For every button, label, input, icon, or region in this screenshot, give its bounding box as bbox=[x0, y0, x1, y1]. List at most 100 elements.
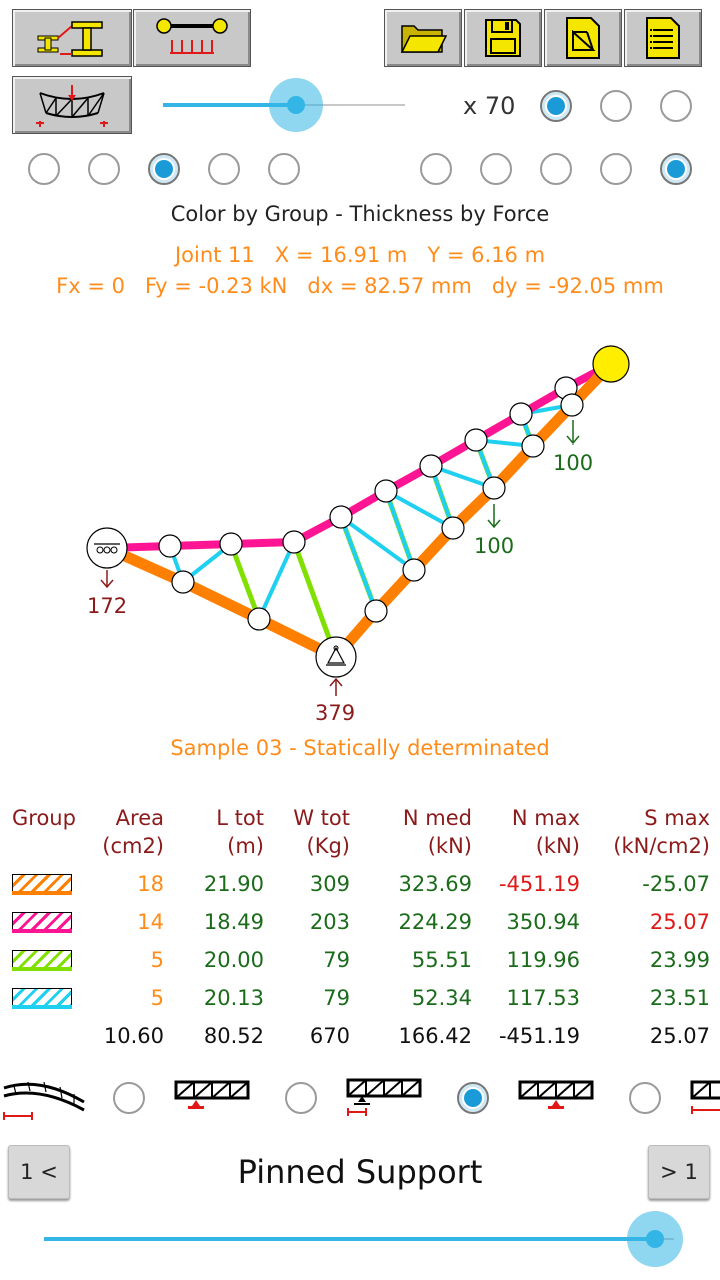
report-icon bbox=[646, 17, 680, 59]
support-selector[interactable] bbox=[0, 1070, 720, 1126]
load-label-2: 100 bbox=[474, 534, 515, 558]
cell-smax: 23.99 bbox=[649, 948, 710, 972]
scale-slider-fill bbox=[163, 103, 297, 107]
cell-nmax: 350.94 bbox=[506, 910, 580, 934]
section-button[interactable] bbox=[12, 9, 132, 67]
section-icon bbox=[37, 21, 103, 57]
total-ltot: 80.52 bbox=[203, 1024, 264, 1048]
support-option-4[interactable] bbox=[629, 1082, 661, 1114]
cell-nmed: 224.29 bbox=[398, 910, 472, 934]
cell-area: 5 bbox=[150, 948, 164, 972]
bottom-slider-fill bbox=[44, 1237, 656, 1241]
scale-option-3[interactable] bbox=[660, 90, 692, 122]
total-wtot: 670 bbox=[309, 1024, 350, 1048]
cell-ltot: 21.90 bbox=[203, 872, 264, 896]
header-wtot: W tot (Kg) bbox=[293, 806, 350, 858]
cell-smax: -25.07 bbox=[642, 872, 710, 896]
cell-nmax: 117.53 bbox=[506, 986, 580, 1010]
total-area: 10.60 bbox=[103, 1024, 164, 1048]
scale-option-1[interactable] bbox=[540, 90, 572, 122]
reaction-bottom-label: 379 bbox=[315, 701, 356, 725]
export-icon bbox=[566, 17, 600, 59]
cell-wtot: 79 bbox=[323, 948, 350, 972]
joint-info: Joint 11 X = 16.91 m Y = 6.16 m bbox=[174, 243, 546, 267]
header-nmax: N max (kN) bbox=[511, 806, 580, 858]
table-row: 18 21.90 309 323.69 -451.19 -25.07 bbox=[0, 870, 720, 904]
reaction-left-label: 172 bbox=[87, 594, 128, 618]
color-mode-label: Color by Group - Thickness by Force bbox=[170, 202, 550, 226]
header-nmed: N med (kN) bbox=[402, 806, 472, 858]
scale-option-2[interactable] bbox=[600, 90, 632, 122]
thickness-mode-radio-4[interactable] bbox=[600, 153, 632, 185]
cell-wtot: 203 bbox=[309, 910, 350, 934]
cell-area: 14 bbox=[137, 910, 164, 934]
cell-wtot: 79 bbox=[323, 986, 350, 1010]
group-swatch bbox=[12, 950, 72, 971]
cell-ltot: 20.00 bbox=[203, 948, 264, 972]
sample-caption: Sample 03 - Statically determinated bbox=[170, 736, 550, 760]
prev-button[interactable]: 1 < bbox=[8, 1145, 70, 1199]
thickness-mode-radio-3[interactable] bbox=[540, 153, 572, 185]
save-button[interactable] bbox=[464, 9, 542, 67]
export-button[interactable] bbox=[544, 9, 622, 67]
table-row: 14 18.49 203 224.29 350.94 25.07 bbox=[0, 908, 720, 942]
scale-slider-thumb[interactable] bbox=[269, 78, 324, 132]
open-button[interactable] bbox=[384, 9, 462, 67]
support-title: Pinned Support bbox=[237, 1153, 483, 1191]
cell-ltot: 20.13 bbox=[203, 986, 264, 1010]
results-table: Group Area (cm2) L tot (m) W tot (Kg) N med… bbox=[0, 800, 720, 1060]
totals-row: 10.60 80.52 670 166.42 -451.19 25.07 bbox=[0, 1022, 720, 1056]
cell-area: 5 bbox=[150, 986, 164, 1010]
cell-wtot: 309 bbox=[309, 872, 350, 896]
load-label-1: 100 bbox=[553, 451, 594, 475]
header-smax: S max (kN/cm2) bbox=[613, 806, 710, 858]
color-mode-radio-1[interactable] bbox=[28, 153, 60, 185]
bottom-slider-thumb[interactable] bbox=[627, 1211, 684, 1267]
deformed-truss-icon bbox=[36, 85, 108, 127]
header-ltot: L tot (m) bbox=[216, 806, 264, 858]
free-truss-icon[interactable] bbox=[0, 1074, 88, 1120]
truss-support-icon-2[interactable] bbox=[172, 1076, 252, 1116]
truss-support-icon-4[interactable] bbox=[516, 1076, 596, 1116]
cell-nmed: 52.34 bbox=[411, 986, 472, 1010]
group-swatch bbox=[12, 912, 72, 933]
total-nmax: -451.19 bbox=[498, 1024, 580, 1048]
cell-nmax: -451.19 bbox=[498, 872, 580, 896]
color-mode-radio-2[interactable] bbox=[88, 153, 120, 185]
next-button[interactable]: > 1 bbox=[648, 1145, 710, 1199]
group-swatch bbox=[12, 988, 72, 1009]
group-swatch bbox=[12, 874, 72, 895]
thickness-mode-radio-1[interactable] bbox=[420, 153, 452, 185]
header-area: Area (cm2) bbox=[102, 806, 164, 858]
thickness-mode-radio-5[interactable] bbox=[660, 153, 692, 185]
truss-diagram[interactable] bbox=[0, 330, 720, 730]
color-mode-radio-4[interactable] bbox=[208, 153, 240, 185]
support-option-3[interactable] bbox=[457, 1082, 489, 1114]
scale-slider[interactable] bbox=[163, 78, 405, 132]
cell-smax: 25.07 bbox=[649, 910, 710, 934]
thickness-mode-radio-2[interactable] bbox=[480, 153, 512, 185]
color-mode-radio-5[interactable] bbox=[268, 153, 300, 185]
support-option-1[interactable] bbox=[113, 1082, 145, 1114]
table-row: 5 20.00 79 55.51 119.96 23.99 bbox=[0, 946, 720, 980]
color-mode-radio-3[interactable] bbox=[148, 153, 180, 185]
scale-label: x 70 bbox=[463, 92, 516, 120]
cell-area: 18 bbox=[137, 872, 164, 896]
load-button[interactable] bbox=[133, 9, 251, 67]
total-nmed: 166.42 bbox=[398, 1024, 472, 1048]
cell-nmed: 55.51 bbox=[411, 948, 472, 972]
cell-nmax: 119.96 bbox=[506, 948, 580, 972]
table-row: 5 20.13 79 52.34 117.53 23.51 bbox=[0, 984, 720, 1018]
deformed-view-button[interactable] bbox=[12, 76, 132, 134]
total-smax: 25.07 bbox=[649, 1024, 710, 1048]
report-button[interactable] bbox=[624, 9, 702, 67]
truss-support-icon-5[interactable] bbox=[688, 1076, 720, 1120]
load-bar-icon bbox=[156, 18, 228, 54]
header-group: Group bbox=[12, 806, 76, 830]
cell-ltot: 18.49 bbox=[203, 910, 264, 934]
truss-support-icon-3[interactable] bbox=[344, 1074, 424, 1116]
save-icon bbox=[485, 19, 521, 57]
bottom-slider[interactable] bbox=[44, 1211, 684, 1267]
support-option-2[interactable] bbox=[285, 1082, 317, 1114]
cell-smax: 23.51 bbox=[649, 986, 710, 1010]
